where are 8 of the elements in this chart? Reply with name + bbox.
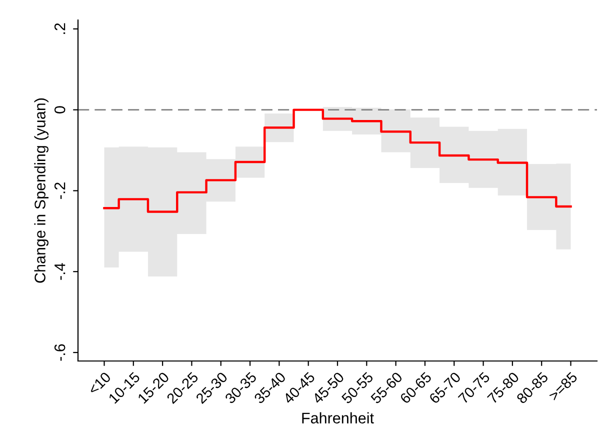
y-tick-label: -.2 [54,182,66,199]
y-tick-label: -.4 [54,263,66,280]
x-tick-label: <10 [88,371,112,396]
y-tick-label: -.6 [54,344,66,361]
y-tick-label: .2 [54,23,66,34]
x-axis-title: Fahrenheit [302,412,374,424]
y-tick-label: 0 [54,106,66,114]
y-axis-title: Change in Spending (yuan) [34,98,48,283]
